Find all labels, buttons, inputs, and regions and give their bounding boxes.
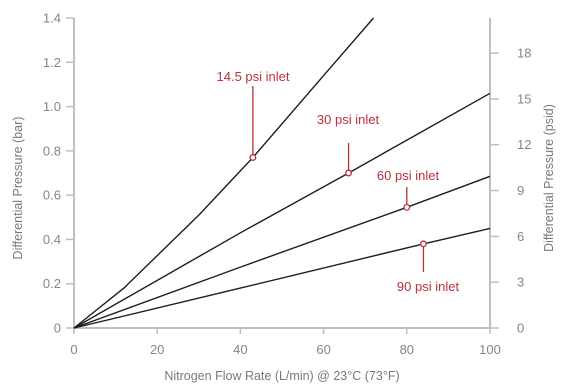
y-tick-label: 0 [54,321,61,336]
y-tick-label: 1.4 [43,11,61,26]
series-line-1 [73,17,375,329]
y2-tick-label: 3 [517,275,524,290]
x-tick-label: 20 [150,342,164,357]
x-tick-label: 40 [233,342,247,357]
y-tick-label: 0.8 [43,143,61,158]
plot-frame [73,18,491,329]
series-line-2 [73,92,491,329]
y2-axis-label: Differential Pressure (psid) [542,104,556,252]
y2-tick-label: 12 [517,137,531,152]
y-tick-label: 0.6 [43,188,61,203]
annotation-marker-1 [249,154,257,161]
series-line-3 [73,175,491,329]
x-tick-label: 80 [400,342,414,357]
y-tick-label: 0.4 [43,232,61,247]
series-label-3: 60 psi inlet [377,168,440,183]
annotation-marker-4 [419,240,427,248]
y-axis-label: Differential Pressure (bar) [11,117,25,260]
x-tick-label: 60 [316,342,330,357]
series-line-4 [73,227,491,329]
y-tick-label: 0.2 [43,276,61,291]
y2-tick-label: 15 [517,91,531,106]
y2-tick-label: 6 [517,229,524,244]
series-label-2: 30 psi inlet [317,112,380,127]
y-tick-label: 1.0 [43,99,61,114]
y-tick-label: 1.2 [43,55,61,70]
annotations: 14.5 psi inlet 30 psi inlet 60 psi inlet 90… [217,69,460,294]
y2-tick-label: 9 [517,183,524,198]
y2-tick-label: 0 [517,321,524,336]
curves [73,17,491,329]
annotation-marker-2 [345,169,353,177]
annotation-marker-3 [403,203,411,211]
series-label-4: 90 psi inlet [397,279,460,294]
axes: 0 20 40 60 80 100 0 0.2 0.4 0.6 0.8 1.0 1.2 1.4 0 3 6 9 12… [43,11,532,358]
x-tick-label: 100 [479,342,501,357]
series-label-1: 14.5 psi inlet [217,69,290,84]
x-axis-label: Nitrogen Flow Rate (L/min) @ 23°C (73°F) [164,369,399,383]
y2-tick-label: 18 [517,46,531,61]
x-tick-label: 0 [70,342,77,357]
